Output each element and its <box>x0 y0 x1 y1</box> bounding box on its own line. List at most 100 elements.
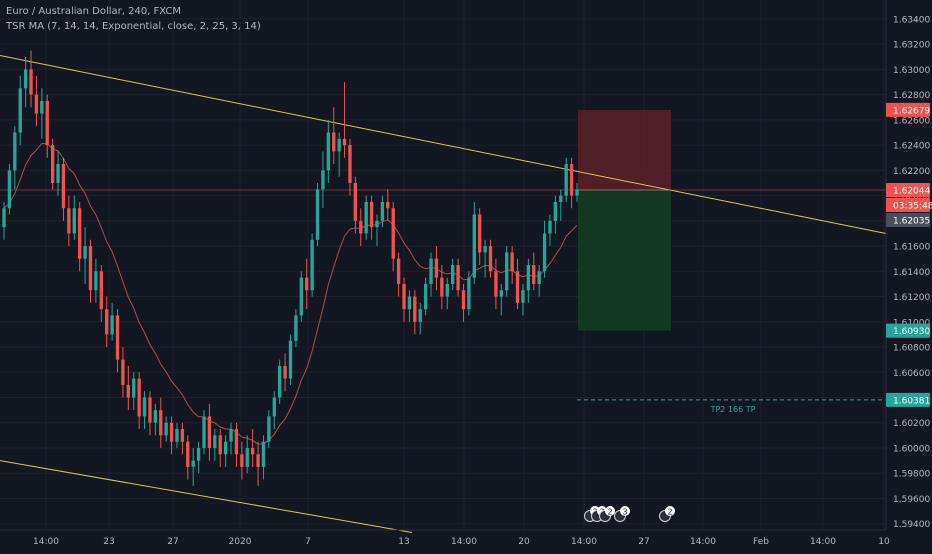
candle-body <box>321 170 325 190</box>
candle <box>396 252 401 297</box>
candle-body <box>337 138 341 152</box>
price-tick-label: 1.60200 <box>893 419 930 429</box>
candle-body <box>218 435 222 455</box>
time-axis[interactable]: 14:00 23 27 2020 7 13 14:00 20 14:00 27 14:00 Feb 14… <box>0 529 890 547</box>
candle-body <box>250 447 255 455</box>
candle <box>78 201 82 272</box>
price-flag: 1.60381 <box>886 392 930 407</box>
candle <box>169 416 174 455</box>
price-tick-label: 1.60600 <box>893 369 930 379</box>
candle-body <box>569 164 574 196</box>
candle <box>153 403 158 436</box>
price-flag: 03:35:48 <box>886 198 932 213</box>
candle <box>526 258 531 303</box>
candle-body <box>164 422 168 436</box>
candle <box>332 107 336 165</box>
candle-body <box>196 447 201 461</box>
event-badge[interactable]: 2 <box>659 506 676 522</box>
candle <box>413 290 417 335</box>
candle <box>40 88 44 139</box>
candle-body <box>278 365 282 398</box>
candle <box>440 265 444 310</box>
price-flag-bg <box>886 183 930 198</box>
badge-count: 2 <box>607 508 612 517</box>
candle-body <box>99 271 103 310</box>
symbol-title[interactable]: Euro / Australian Dollar, 240, FXCM <box>6 6 182 17</box>
candle <box>132 372 136 411</box>
candle-body <box>223 441 228 455</box>
candle <box>521 283 525 316</box>
candle <box>67 195 71 247</box>
candle <box>359 208 363 247</box>
price-tick-label: 1.63000 <box>893 66 930 76</box>
time-tick-label: 2020 <box>229 537 252 547</box>
price-flag-text: 1.60381 <box>893 396 930 406</box>
candle-body <box>353 182 358 221</box>
candle-body <box>575 189 579 196</box>
candle-body <box>548 220 552 234</box>
candle <box>483 239 487 278</box>
candle <box>429 252 433 297</box>
candle-body <box>169 422 174 442</box>
candle <box>110 302 114 341</box>
candle <box>499 283 503 316</box>
candle <box>223 435 228 467</box>
candle-body <box>553 201 558 221</box>
candle-body <box>456 265 460 291</box>
candle-body <box>45 100 49 146</box>
price-flag-bg <box>886 392 930 407</box>
candle-body <box>342 138 347 146</box>
trendlines[interactable]: TP2 166 TP <box>0 55 887 534</box>
candle-body <box>272 397 276 417</box>
event-badge[interactable]: 3 <box>614 506 631 522</box>
price-tick-label: 1.59400 <box>893 520 930 530</box>
candle-body <box>175 429 179 442</box>
candle-body <box>478 214 482 253</box>
candle-body <box>78 208 82 259</box>
candle-body <box>7 170 12 209</box>
candle <box>261 435 266 480</box>
candle-body <box>202 416 206 448</box>
candle <box>510 246 514 284</box>
candle <box>164 416 168 442</box>
risk-reward-tool[interactable] <box>578 109 671 331</box>
price-flag: 1.62679 <box>886 102 930 117</box>
candle <box>548 214 552 247</box>
candle-body <box>94 271 98 291</box>
candle-body <box>326 132 331 171</box>
price-tick-label: 1.60800 <box>893 344 930 354</box>
candle <box>56 151 60 196</box>
candle-body <box>505 252 509 291</box>
candle-body <box>299 277 303 316</box>
candle <box>180 422 185 455</box>
candle <box>321 151 325 209</box>
tp-label[interactable]: TP2 166 TP <box>710 405 756 414</box>
indicator-legend[interactable]: TSR MA (7, 14, 14, Exponential, close, 2… <box>6 21 261 32</box>
candle <box>472 201 476 284</box>
candle <box>369 195 374 240</box>
price-flag-text: 03:35:48 <box>893 202 932 212</box>
candle-body <box>407 296 412 310</box>
price-flag-text: 1.62679 <box>893 106 930 116</box>
badge-count: 2 <box>667 508 672 517</box>
candle-body <box>88 246 93 291</box>
event-badges[interactable]: 22232 <box>584 506 676 522</box>
candle <box>364 195 368 240</box>
candle <box>564 157 568 202</box>
candle-body <box>283 365 287 379</box>
candle <box>50 138 55 190</box>
grid <box>0 0 886 530</box>
ma-indicator <box>3 142 578 445</box>
price-axis[interactable]: 1.63400 1.63200 1.63000 1.62800 1.62600 1.624… <box>885 0 932 530</box>
candle-body <box>61 164 66 209</box>
candle-body <box>110 315 114 335</box>
candle <box>299 271 303 322</box>
candle <box>288 334 293 385</box>
event-badge[interactable]: 2 <box>599 506 616 522</box>
candle-body <box>105 309 109 335</box>
candle-body <box>494 271 498 297</box>
upper-trendline <box>0 55 887 234</box>
candle <box>34 75 39 127</box>
